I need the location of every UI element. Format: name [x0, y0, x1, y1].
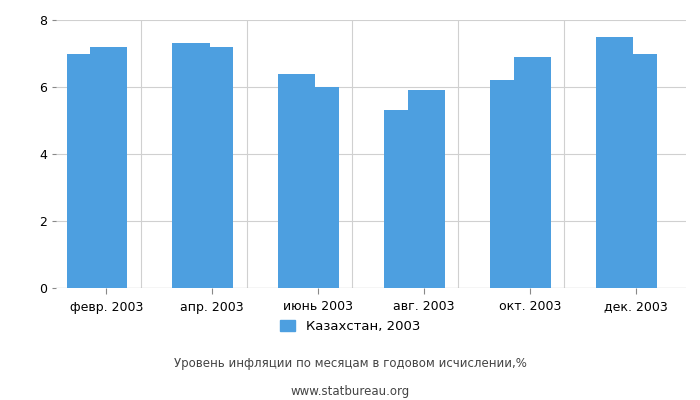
Text: Уровень инфляции по месяцам в годовом исчислении,%: Уровень инфляции по месяцам в годовом ис… — [174, 358, 526, 370]
Text: www.statbureau.org: www.statbureau.org — [290, 386, 410, 398]
Bar — [66, 54, 104, 288]
Bar — [514, 57, 551, 288]
Bar — [490, 80, 527, 288]
Legend: Казахстан, 2003: Казахстан, 2003 — [274, 314, 426, 338]
Bar — [384, 110, 421, 288]
Bar — [279, 74, 316, 288]
Bar — [620, 54, 657, 288]
Bar — [90, 47, 127, 288]
Bar — [196, 47, 233, 288]
Bar — [302, 87, 340, 288]
Bar — [172, 44, 209, 288]
Bar — [596, 37, 633, 288]
Bar — [408, 90, 445, 288]
